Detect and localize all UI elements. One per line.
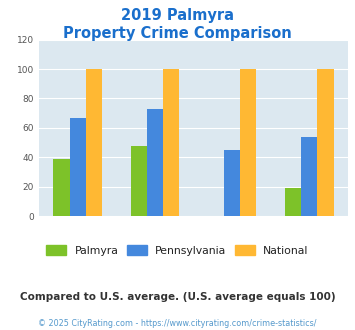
Bar — [240, 69, 256, 216]
Bar — [86, 69, 102, 216]
Bar — [224, 150, 240, 216]
Bar — [163, 69, 179, 216]
Bar — [70, 117, 86, 216]
Text: Compared to U.S. average. (U.S. average equals 100): Compared to U.S. average. (U.S. average … — [20, 292, 335, 302]
Text: Property Crime Comparison: Property Crime Comparison — [63, 26, 292, 41]
Text: © 2025 CityRating.com - https://www.cityrating.com/crime-statistics/: © 2025 CityRating.com - https://www.city… — [38, 319, 317, 328]
Bar — [53, 159, 70, 216]
Bar — [131, 146, 147, 216]
Bar — [317, 69, 334, 216]
Legend: Palmyra, Pennsylvania, National: Palmyra, Pennsylvania, National — [42, 241, 313, 260]
Bar — [285, 188, 301, 216]
Text: 2019 Palmyra: 2019 Palmyra — [121, 8, 234, 23]
Bar — [301, 137, 317, 216]
Bar — [147, 109, 163, 216]
